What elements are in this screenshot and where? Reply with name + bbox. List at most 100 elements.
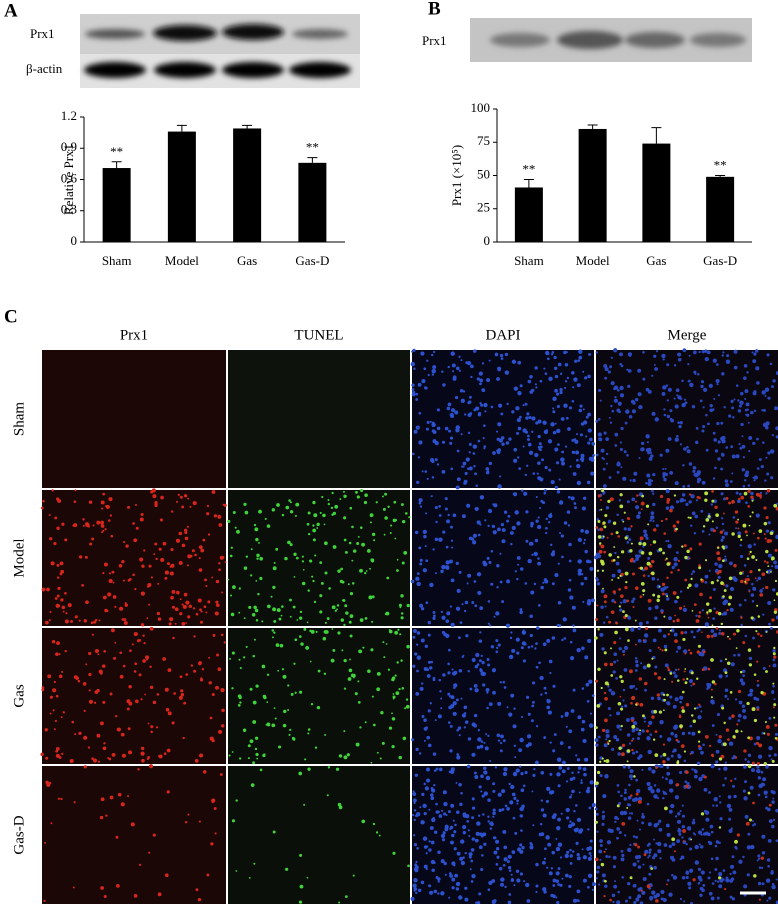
cell xyxy=(660,889,665,895)
cell xyxy=(609,714,612,717)
cell xyxy=(40,506,44,510)
cell xyxy=(650,696,655,700)
cell xyxy=(73,523,78,528)
cell xyxy=(273,707,276,710)
bar xyxy=(578,128,607,242)
cell xyxy=(717,394,721,397)
cell xyxy=(111,570,115,574)
cell xyxy=(635,727,639,732)
cell xyxy=(775,839,778,843)
cell xyxy=(602,535,605,538)
cell xyxy=(557,443,560,446)
cell xyxy=(670,855,675,860)
cell xyxy=(718,795,721,798)
cell xyxy=(722,783,725,787)
cell xyxy=(430,840,435,845)
cell xyxy=(527,734,532,739)
cell xyxy=(255,684,259,688)
cell xyxy=(476,377,480,381)
cell xyxy=(692,570,696,574)
cell xyxy=(713,797,718,802)
cell xyxy=(445,619,450,623)
cell xyxy=(630,794,633,797)
cell xyxy=(772,706,775,709)
cell xyxy=(387,505,390,509)
cell xyxy=(355,490,358,494)
cell xyxy=(404,707,407,710)
cell xyxy=(544,465,548,470)
cell xyxy=(609,497,614,502)
cell xyxy=(452,711,457,716)
cell xyxy=(561,638,564,642)
cell xyxy=(642,350,645,354)
cell xyxy=(472,444,477,449)
cell xyxy=(575,841,579,845)
cell xyxy=(595,419,598,423)
cell xyxy=(420,820,425,825)
cell xyxy=(464,413,467,416)
cell xyxy=(184,528,188,532)
cell xyxy=(515,768,520,773)
cell xyxy=(82,518,85,521)
cell xyxy=(266,524,271,528)
cell xyxy=(572,850,575,853)
cell xyxy=(701,609,704,612)
cell xyxy=(156,611,161,616)
cell xyxy=(340,618,345,622)
cell xyxy=(622,520,625,523)
cell xyxy=(322,513,326,518)
cell xyxy=(433,350,436,354)
cell xyxy=(669,471,674,475)
cell xyxy=(747,648,752,652)
cell xyxy=(668,892,673,897)
cell xyxy=(450,351,455,356)
cell xyxy=(618,410,621,414)
cell xyxy=(410,896,415,901)
cell xyxy=(489,624,492,627)
cell xyxy=(638,457,641,460)
cell xyxy=(652,638,657,643)
y-tick-label: 0 xyxy=(484,233,491,248)
cell xyxy=(641,768,644,771)
cell xyxy=(247,744,251,748)
cell xyxy=(427,660,431,664)
cell xyxy=(432,752,437,756)
cell xyxy=(747,544,752,549)
cell xyxy=(683,750,687,753)
cell xyxy=(674,599,678,604)
cell xyxy=(735,647,738,650)
cell xyxy=(504,370,510,375)
cell xyxy=(154,501,158,505)
cell xyxy=(174,622,177,625)
cell xyxy=(506,579,511,584)
cell xyxy=(662,796,665,800)
cell xyxy=(61,522,65,526)
cell xyxy=(483,741,486,744)
cell xyxy=(166,790,170,794)
cell xyxy=(492,815,495,818)
cell xyxy=(501,539,506,544)
cell xyxy=(749,550,752,554)
cell xyxy=(757,854,761,858)
cell xyxy=(459,856,464,861)
cell xyxy=(630,812,634,815)
cell xyxy=(438,767,443,772)
cell xyxy=(470,880,474,883)
cell xyxy=(511,525,516,531)
cell xyxy=(616,711,620,716)
cell xyxy=(772,652,776,656)
cell xyxy=(665,540,668,543)
cell xyxy=(324,630,329,634)
cell xyxy=(692,818,695,822)
cell xyxy=(463,705,468,710)
cell xyxy=(637,796,643,802)
cell xyxy=(697,372,700,376)
cell xyxy=(343,755,348,760)
cell xyxy=(622,810,628,816)
cell xyxy=(519,807,522,811)
cell xyxy=(363,500,368,505)
cell xyxy=(496,377,500,381)
cell xyxy=(629,549,633,553)
x-tick-label: Model xyxy=(165,253,199,268)
cell xyxy=(772,658,776,662)
